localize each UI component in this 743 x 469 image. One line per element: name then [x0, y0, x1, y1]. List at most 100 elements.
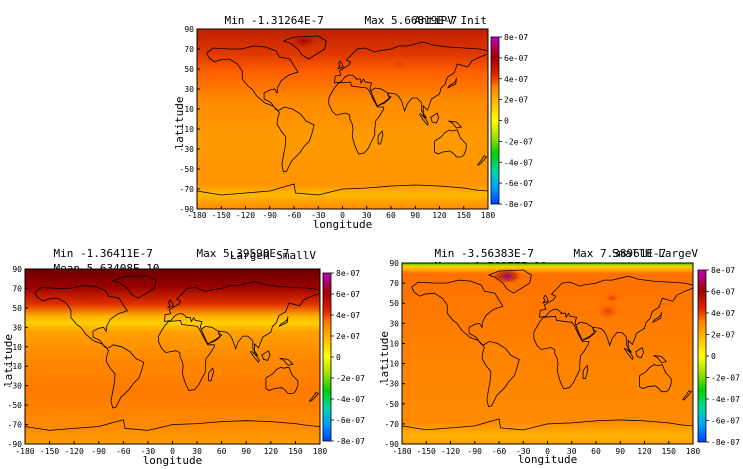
min-label: Min: [224, 14, 245, 27]
coastline: [24, 419, 321, 431]
coastline: [370, 87, 390, 107]
coastline: [206, 45, 299, 112]
coastline: [401, 418, 694, 431]
plot-title: LargeH SmallV: [229, 249, 316, 262]
coastline: [105, 344, 145, 409]
colorbar-tick-label: 4e-07: [711, 309, 735, 318]
x-tick-label: -30: [311, 211, 326, 220]
colorbar-tick-label: 8e-07: [504, 33, 528, 42]
min-value: -3.56383E-7: [461, 247, 534, 260]
colorbar: [697, 269, 707, 443]
coastline: [682, 390, 693, 401]
y-tick-label: 30: [389, 319, 399, 328]
x-tick-label: -90: [468, 447, 483, 456]
x-tick-label: 0: [340, 211, 345, 220]
y-tick-label: -70: [8, 421, 23, 430]
coastline: [158, 320, 215, 391]
x-tick-label: -30: [141, 447, 156, 456]
coastline: [261, 350, 271, 361]
coastline: [639, 364, 672, 393]
field-fill: [197, 29, 488, 209]
colorbar-tick-label: -2e-07: [711, 374, 740, 383]
x-tick-label: -150: [417, 447, 436, 456]
coastline: [308, 392, 320, 402]
x-tick-label: 60: [386, 211, 396, 220]
map-plot-3: -180 -150 -120 -90 -60 -30 0 30 60 90 120 150 180 90 7…: [378, 259, 740, 466]
y-tick-label: 50: [12, 304, 22, 313]
y-axis-title: latitude: [173, 97, 186, 150]
colorbar-tick-label: 6e-07: [336, 290, 360, 299]
map-plot-1: -180 -150 -120 -90 -60 -30 0 30 60 90 120 150 180 90 7…: [173, 25, 533, 231]
x-tick-label: -90: [263, 211, 278, 220]
y-tick-label: 10: [389, 339, 399, 348]
min-label: Min: [53, 247, 74, 260]
stats-max: Max 7.38961E-7: [547, 234, 667, 273]
x-tick-label: -60: [116, 447, 131, 456]
field-maximum: [289, 34, 318, 48]
x-tick-label: -180: [187, 211, 206, 220]
y-tick-label: -30: [385, 380, 400, 389]
colorbar-tick-label: -4e-07: [504, 158, 533, 167]
colorbar-tick-label: -2e-07: [336, 374, 365, 383]
colorbar-tick-label: 4e-07: [336, 311, 360, 320]
y-tick-label: 50: [184, 65, 194, 74]
colorbar-tick-label: 2e-07: [711, 331, 735, 340]
field-fill: [402, 263, 693, 444]
y-axis-title: latitude: [378, 331, 391, 384]
y-tick-label: -90: [385, 440, 400, 449]
y-tick-label: 90: [184, 25, 194, 34]
x-axis-title: longitude: [143, 454, 203, 467]
stats-max: Max 5.66819E-7: [338, 1, 458, 40]
plot-title: AntiPV Init: [414, 14, 487, 27]
coastline: [653, 355, 668, 364]
stats-max: Max 5.39598E-7: [170, 234, 290, 273]
y-tick-label: -10: [8, 362, 23, 371]
coastline: [477, 155, 488, 166]
colorbar-tick-label: -6e-07: [504, 179, 533, 188]
colorbar-tick-label: 6e-07: [711, 288, 735, 297]
coastline: [249, 351, 260, 364]
colorbar-tick-label: 8e-07: [336, 269, 360, 278]
colorbar-tick-label: 0: [504, 117, 509, 126]
coastline: [575, 321, 595, 341]
coastline: [265, 366, 299, 394]
x-tick-label: 120: [264, 447, 279, 456]
colorbar-tick-label: -4e-07: [336, 395, 365, 404]
y-tick-label: -70: [180, 185, 195, 194]
x-tick-label: 0: [545, 447, 550, 456]
map-plot-2: -180 -150 -120 -90 -60 -30 0 30 60 90 120 150 180 90 7…: [2, 265, 365, 467]
max-label: Max: [573, 247, 594, 260]
x-tick-label: 120: [637, 447, 652, 456]
coastline: [283, 35, 327, 60]
x-tick-label: 30: [567, 447, 577, 456]
x-tick-label: -60: [492, 447, 507, 456]
coastline: [196, 183, 489, 196]
colorbar-tick-label: 6e-07: [504, 54, 528, 63]
coastline: [418, 113, 429, 126]
min-value: -1.36411E-7: [80, 247, 153, 260]
x-tick-label: 180: [686, 447, 701, 456]
coastline: [279, 358, 294, 366]
max-value: 5.39598E-7: [223, 247, 290, 260]
max-value: 7.38961E-7: [600, 247, 667, 260]
y-tick-label: -90: [180, 205, 195, 214]
x-tick-label: 90: [615, 447, 625, 456]
coastline: [208, 367, 214, 382]
y-tick-label: 30: [12, 323, 22, 332]
y-axis-title: latitude: [2, 334, 15, 387]
field-warm-area: [602, 293, 623, 304]
x-tick-label: -120: [441, 447, 460, 456]
coastline: [34, 285, 129, 350]
y-tick-label: -30: [180, 145, 195, 154]
x-tick-label: -180: [392, 447, 411, 456]
plot-title: SmallH LargeV: [611, 247, 698, 260]
x-tick-label: 120: [432, 211, 447, 220]
coastline: [481, 340, 520, 408]
x-tick-label: 150: [662, 447, 677, 456]
y-tick-label: 90: [389, 259, 399, 268]
x-tick-label: 180: [481, 211, 496, 220]
coastline: [411, 279, 504, 346]
coastline: [163, 281, 321, 356]
x-tick-label: 180: [313, 447, 328, 456]
